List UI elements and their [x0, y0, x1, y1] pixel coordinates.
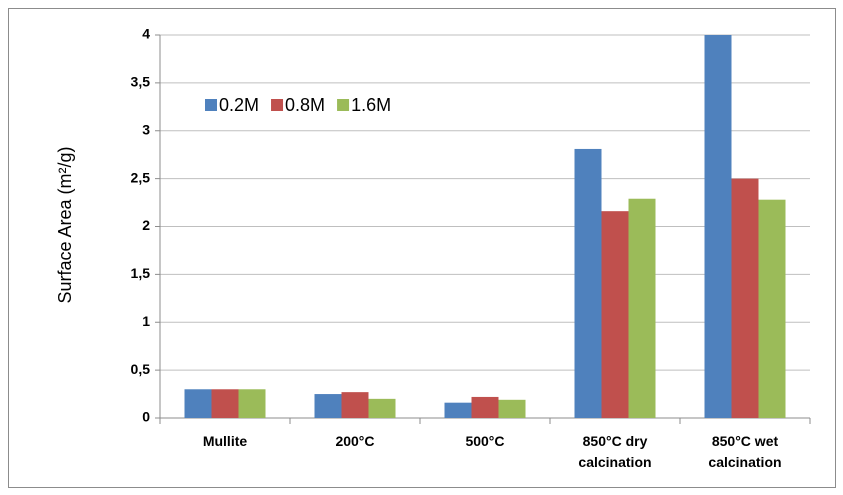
y-tick-label: 1,5: [131, 265, 151, 281]
bar: [498, 399, 526, 418]
y-tick-label: 0,5: [131, 361, 151, 377]
legend-label: 1.6M: [351, 95, 391, 115]
bar: [238, 389, 266, 418]
bar: [341, 392, 369, 418]
bar: [368, 398, 396, 418]
bar: [704, 35, 732, 418]
bar: [444, 402, 472, 418]
y-tick-label: 2: [142, 217, 150, 233]
y-tick-label: 4: [142, 26, 150, 42]
bar: [731, 178, 759, 418]
chart-border: [8, 8, 836, 488]
legend-label: 0.8M: [285, 95, 325, 115]
bar: [628, 198, 656, 418]
y-tick-label: 3,5: [131, 74, 151, 90]
bar: [574, 148, 602, 418]
legend-label: 0.2M: [219, 95, 259, 115]
bar: [211, 389, 239, 418]
bar: [601, 211, 629, 418]
legend-swatch: [205, 99, 217, 111]
bar: [184, 389, 212, 418]
bar: [758, 199, 786, 418]
y-tick-label: 0: [142, 409, 150, 425]
x-tick-label: 850°C dry calcination: [578, 433, 652, 470]
y-axis-title: Surface Area (m²/g): [55, 146, 75, 303]
x-tick-label: Mullite: [202, 433, 248, 449]
y-tick-label: 3: [142, 121, 150, 137]
x-tick-label: 850°C wet calcination: [708, 433, 782, 470]
bar: [471, 396, 499, 418]
x-tick-label: 500°C: [465, 433, 505, 449]
y-tick-label: 2,5: [131, 169, 151, 185]
bar: [314, 394, 342, 418]
x-tick-label: 200°C: [335, 433, 375, 449]
legend-swatch: [337, 99, 350, 111]
legend-swatch: [271, 99, 284, 111]
y-tick-label: 1: [142, 313, 150, 329]
